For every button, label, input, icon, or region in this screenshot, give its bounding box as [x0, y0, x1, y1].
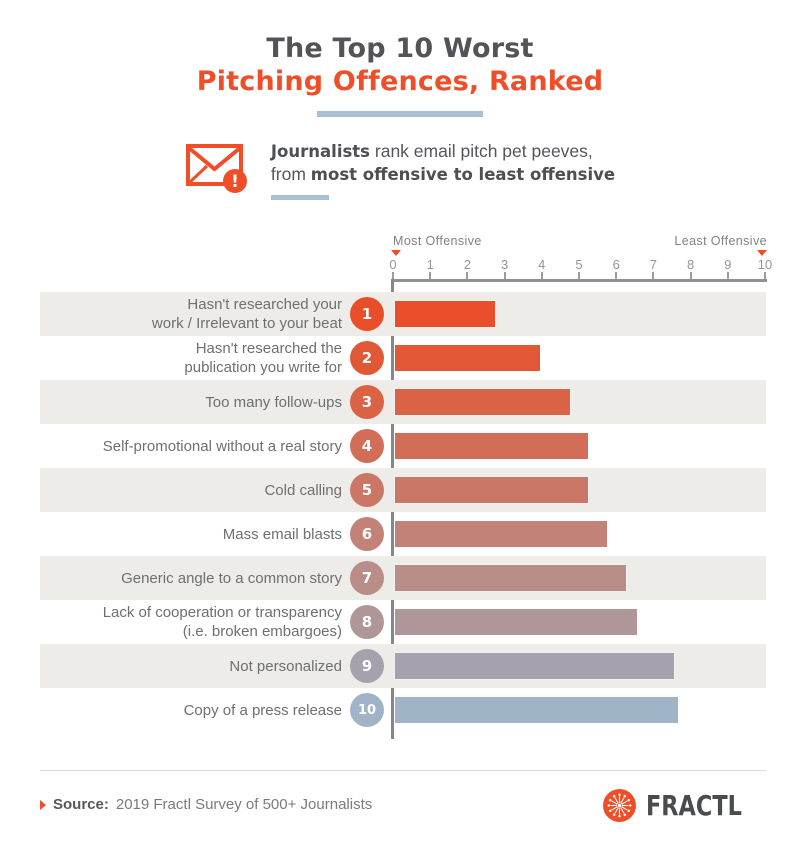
title-underline [317, 111, 483, 117]
bar-chart: Hasn't researched your work / Irrelevant … [40, 292, 766, 732]
axis-tick-mark [466, 272, 469, 280]
axis-tick-label: 3 [500, 257, 509, 272]
bar [395, 609, 637, 635]
bar [395, 565, 626, 591]
axis-tick-mark [615, 272, 618, 280]
rank-badge: 2 [350, 341, 384, 375]
axis-tick-label: 5 [575, 257, 583, 272]
axis-tick-label: 7 [649, 257, 657, 272]
subtitle-rest-1: rank email pitch pet peeves, [370, 141, 593, 161]
chart-row: Hasn't researched the publication you wri… [40, 336, 766, 380]
row-label: Copy of a press release [183, 701, 342, 719]
axis-tick-mark [429, 272, 432, 280]
subtitle-bold-offensive: most offensive to least offensive [310, 165, 616, 184]
axis-tick-label: 0 [389, 257, 397, 272]
chart-row: Too many follow-ups 3 [40, 380, 766, 424]
chart-row: Hasn't researched your work / Irrelevant … [40, 292, 766, 336]
axis-tick-mark [392, 272, 394, 280]
axis-tick-mark [689, 272, 692, 280]
axis-tick-label: 8 [686, 257, 695, 272]
chart-row: Copy of a press release 10 [40, 688, 766, 732]
subtitle-bold-journalists: Journalists [270, 142, 371, 161]
row-label: Too many follow-ups [205, 393, 342, 411]
axis-caret-left-icon [391, 250, 401, 256]
chart-row: Mass email blasts 6 [40, 512, 766, 556]
footer-divider [40, 770, 766, 771]
bar [395, 345, 541, 371]
axis-tick-mark [726, 272, 729, 280]
row-label: Lack of cooperation or transparency (i.e.… [102, 604, 342, 640]
axis-tick-mark [652, 272, 655, 280]
rank-badge: 8 [350, 605, 384, 639]
source-line: Source: 2019 Fractl Survey of 500+ Journ… [40, 796, 372, 813]
chart-row: Self-promotional without a real story 4 [40, 424, 766, 468]
bar [395, 389, 570, 415]
subtitle: ! Journalists rank email pitch pet peeve… [0, 140, 800, 200]
brand-name: FRACTL [646, 789, 743, 822]
source-arrow-icon [40, 799, 46, 810]
source-prefix: Source: [53, 796, 109, 813]
subtitle-line-1: Journalists rank email pitch pet peeves, [271, 140, 615, 163]
subtitle-pre-2: from [270, 164, 311, 184]
row-label: Hasn't researched your work / Irrelevant … [151, 296, 342, 332]
bar [395, 521, 608, 547]
brand-logo: FRACTL [603, 789, 766, 822]
axis-tick-label: 6 [612, 257, 620, 272]
axis-tick-label: 4 [538, 257, 546, 272]
axis-scale: 0 1 2 3 4 5 6 7 8 9 10 [389, 257, 772, 283]
rank-badge: 10 [350, 693, 384, 727]
source-text: 2019 Fractl Survey of 500+ Journalists [115, 796, 373, 813]
rank-badge: 4 [350, 429, 384, 463]
axis-tick-mark [503, 272, 506, 280]
title-line-1: The Top 10 Worst [266, 33, 534, 64]
page-title: The Top 10 Worst Pitching Offences, Rank… [0, 32, 800, 117]
chart-row: Generic angle to a common story 7 [40, 556, 766, 600]
svg-text:!: ! [231, 172, 239, 192]
row-label: Cold calling [264, 481, 342, 499]
row-label: Not personalized [229, 657, 342, 675]
row-label: Self-promotional without a real story [102, 437, 342, 455]
axis-tick-mark [578, 272, 580, 280]
chart-row: Not personalized 9 [40, 644, 766, 688]
bar [395, 697, 678, 723]
rank-badge: 6 [350, 517, 384, 551]
axis-label-most-offensive: Most Offensive [393, 234, 482, 248]
bar [395, 433, 589, 459]
bar [395, 301, 496, 327]
row-label: Generic angle to a common story [121, 569, 342, 587]
bar [395, 653, 674, 679]
axis-ruler [393, 279, 767, 282]
chart-row: Cold calling 5 [40, 468, 766, 512]
title-line-2: Pitching Offences, Ranked [196, 66, 604, 97]
axis-tick-mark [540, 272, 543, 280]
axis-tick-label: 2 [463, 257, 471, 272]
axis-caret-right-icon [757, 250, 767, 256]
row-label: Hasn't researched the publication you wri… [184, 340, 342, 376]
axis-tick-label: 9 [724, 257, 732, 272]
axis-tick-label: 10 [757, 257, 773, 272]
rank-badge: 3 [350, 385, 384, 419]
axis-label-least-offensive: Least Offensive [674, 234, 767, 248]
subtitle-line-2: from most offensive to least offensive [271, 163, 615, 186]
rank-badge: 5 [350, 473, 384, 507]
chart-row: Lack of cooperation or transparency (i.e.… [40, 600, 766, 644]
rank-badge: 1 [350, 297, 384, 331]
fractl-burst-icon [603, 789, 637, 822]
rank-badge: 9 [350, 649, 384, 683]
subtitle-underline [270, 195, 329, 200]
rank-badge: 7 [350, 561, 384, 595]
row-label: Mass email blasts [222, 525, 342, 543]
axis-tick-label: 1 [426, 257, 434, 272]
bar [395, 477, 589, 503]
envelope-alert-icon: ! [185, 144, 247, 193]
subtitle-text-block: Journalists rank email pitch pet peeves,… [270, 140, 615, 200]
axis-tick-mark [764, 272, 766, 280]
